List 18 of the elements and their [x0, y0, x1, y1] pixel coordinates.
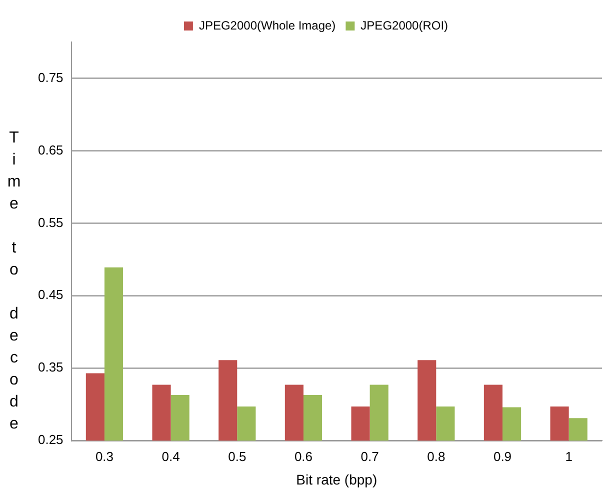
x-tick-label: 0.6 [294, 448, 313, 464]
x-tick-label: 0.4 [162, 448, 180, 464]
y-tick-label: 0.55 [38, 214, 64, 230]
y-tick-label: 0.45 [38, 287, 64, 302]
x-tick-label: 1 [565, 448, 572, 464]
x-tick-label: 0.3 [95, 448, 114, 464]
y-tick-label: 0.75 [38, 70, 64, 85]
text: Time to decode [7, 130, 21, 433]
y-tick-label: 0.25 [38, 432, 64, 448]
x-axis-title: Bit rate (bpp) [296, 471, 378, 488]
x-tick-label: 0.7 [360, 448, 379, 464]
x-tick-label: 0.5 [228, 448, 246, 464]
y-tick-label: 0.35 [38, 360, 64, 375]
legend-label: JPEG2000(Whole Image) [198, 18, 336, 32]
x-tick-label: 0.9 [493, 448, 512, 464]
x-tick-label: 0.8 [427, 448, 446, 464]
y-tick-label: 0.65 [38, 142, 64, 158]
legend-label: JPEG2000(ROI) [360, 18, 448, 32]
